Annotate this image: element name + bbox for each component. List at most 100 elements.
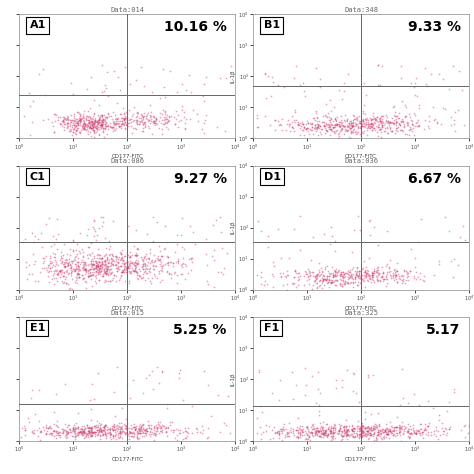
- Point: [124, 424, 131, 432]
- X-axis label: CD177-FITC: CD177-FITC: [345, 457, 377, 462]
- Point: [423, 430, 430, 438]
- Point: [97, 424, 104, 432]
- Point: [69, 90, 76, 97]
- Point: [82, 260, 89, 268]
- Point: [386, 118, 393, 126]
- Point: [398, 62, 405, 70]
- Point: [363, 424, 370, 431]
- Point: [80, 427, 88, 434]
- Point: [91, 424, 99, 431]
- Point: [63, 256, 71, 264]
- Point: [346, 121, 354, 128]
- Point: [338, 428, 346, 436]
- Point: [117, 262, 124, 270]
- Point: [89, 117, 96, 124]
- Point: [96, 264, 104, 272]
- Point: [350, 428, 358, 435]
- Point: [94, 370, 101, 377]
- Point: [71, 119, 78, 127]
- Point: [326, 276, 333, 284]
- Point: [305, 433, 312, 441]
- Point: [137, 253, 145, 261]
- Point: [365, 430, 372, 438]
- Point: [285, 432, 293, 439]
- Point: [460, 422, 467, 429]
- Point: [355, 122, 362, 129]
- Point: [149, 368, 156, 375]
- Point: [157, 423, 165, 431]
- Point: [283, 429, 291, 437]
- Point: [253, 114, 261, 121]
- Point: [49, 272, 56, 279]
- Point: [392, 271, 400, 278]
- Point: [102, 270, 110, 277]
- Point: [155, 267, 163, 274]
- Point: [331, 114, 338, 121]
- Point: [87, 272, 94, 280]
- Point: [360, 257, 367, 265]
- Point: [103, 256, 110, 264]
- Point: [367, 423, 375, 431]
- Point: [29, 97, 37, 105]
- Point: [317, 270, 325, 277]
- Point: [325, 124, 332, 131]
- Point: [50, 274, 57, 282]
- Point: [432, 432, 439, 439]
- Point: [128, 258, 136, 266]
- Point: [132, 256, 140, 264]
- Point: [37, 428, 45, 435]
- Point: [141, 262, 148, 269]
- Point: [116, 428, 123, 436]
- Point: [138, 262, 146, 270]
- Point: [85, 267, 92, 274]
- Point: [98, 262, 106, 270]
- Point: [67, 258, 75, 265]
- Point: [373, 115, 380, 123]
- Point: [134, 252, 141, 259]
- Point: [91, 430, 99, 438]
- Point: [95, 130, 102, 137]
- Point: [365, 271, 373, 279]
- Point: [46, 261, 53, 269]
- Point: [128, 429, 136, 437]
- Point: [298, 426, 305, 434]
- Point: [374, 426, 382, 433]
- Point: [162, 425, 169, 432]
- Point: [150, 437, 157, 444]
- Point: [385, 264, 393, 272]
- Point: [302, 120, 310, 128]
- Point: [82, 265, 89, 273]
- Point: [117, 430, 124, 438]
- Point: [318, 424, 326, 432]
- Point: [321, 428, 328, 436]
- Point: [351, 273, 358, 281]
- Point: [112, 252, 120, 260]
- Point: [121, 259, 129, 267]
- Point: [80, 428, 88, 436]
- Point: [253, 124, 260, 131]
- Point: [151, 270, 158, 278]
- Point: [139, 258, 146, 265]
- Point: [367, 431, 375, 439]
- Point: [281, 433, 289, 441]
- Point: [88, 125, 95, 132]
- Point: [143, 428, 151, 435]
- Point: [272, 429, 279, 437]
- Point: [356, 273, 364, 280]
- Point: [109, 257, 116, 264]
- Point: [147, 430, 155, 438]
- Point: [411, 263, 419, 271]
- Point: [82, 431, 90, 439]
- Point: [81, 125, 88, 132]
- Point: [93, 255, 100, 262]
- Point: [218, 269, 225, 276]
- Point: [95, 428, 103, 436]
- Point: [304, 431, 312, 439]
- Point: [73, 251, 81, 258]
- Point: [362, 273, 369, 280]
- Point: [83, 251, 91, 259]
- Point: [361, 409, 368, 416]
- Point: [134, 275, 142, 283]
- Point: [52, 275, 60, 283]
- Point: [116, 248, 124, 255]
